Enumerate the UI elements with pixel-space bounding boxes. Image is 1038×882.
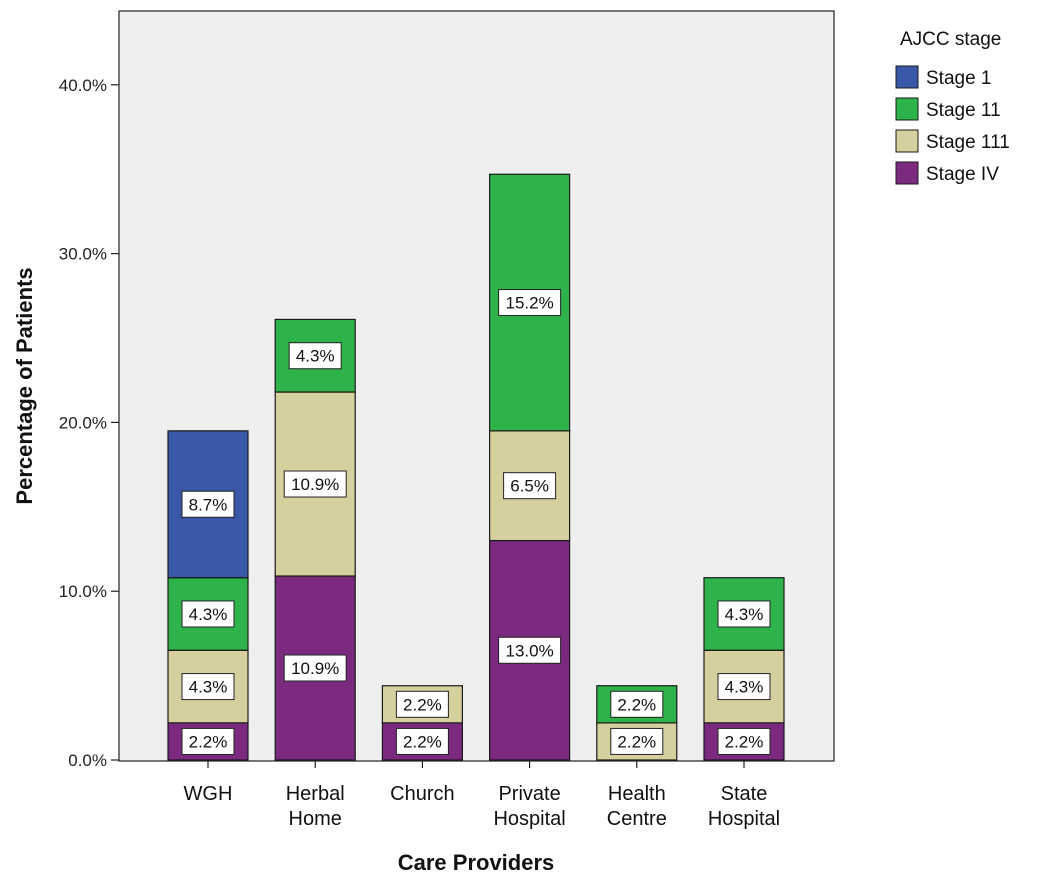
data-labels-group: 2.2% 4.3% 4.3% 8.7% 10.9% 10.9% 4.3% 2.2% 2.2% 13…: [181, 289, 771, 755]
legend-swatch: [895, 97, 919, 121]
data-label-box: [503, 472, 557, 500]
y-tick-label: 10.0%: [59, 582, 107, 601]
data-label: 2.2%: [725, 732, 764, 751]
data-label-box: [181, 490, 235, 518]
y-tick-label: 30.0%: [59, 245, 107, 264]
data-label-box: [498, 289, 562, 317]
data-label-box: [395, 727, 449, 755]
data-label: 8.7%: [189, 495, 228, 514]
x-tick-label: WGH: [184, 783, 233, 805]
x-tick-label: Health: [608, 783, 666, 805]
data-label-box: [181, 600, 235, 628]
data-label: 10.9%: [291, 659, 339, 678]
data-label: 4.3%: [725, 678, 764, 697]
legend-label: Stage 11: [926, 100, 1001, 121]
data-label-box: [181, 727, 235, 755]
x-axis-title: Care Providers: [398, 850, 555, 875]
data-label-box: [498, 636, 562, 664]
data-label: 6.5%: [510, 477, 549, 496]
data-label-box: [283, 470, 347, 498]
x-tick-label: Church: [390, 783, 454, 805]
data-label-box: [717, 727, 771, 755]
data-label-box: [283, 654, 347, 682]
legend-swatch: [895, 65, 919, 89]
y-axis-title: Percentage of Patients: [12, 267, 37, 504]
data-label: 2.2%: [189, 732, 228, 751]
legend: AJCC stage Stage 1 Stage 11 Stage 111 Stage…: [895, 29, 1010, 185]
data-label: 4.3%: [189, 605, 228, 624]
data-label: 10.9%: [291, 475, 339, 494]
data-label: 2.2%: [403, 732, 442, 751]
x-tick-label: Hospital: [708, 808, 780, 830]
data-label-box: [717, 600, 771, 628]
data-label-box: [610, 690, 664, 718]
x-tick-label: Herbal: [286, 783, 345, 805]
data-label: 13.0%: [505, 641, 553, 660]
y-tick-label: 40.0%: [59, 76, 107, 95]
x-tick-label: Centre: [607, 808, 667, 830]
data-label: 2.2%: [403, 695, 442, 714]
legend-swatch: [895, 129, 919, 153]
legend-label: Stage IV: [926, 164, 999, 185]
data-label: 15.2%: [505, 294, 553, 313]
data-label-box: [288, 342, 342, 370]
y-tick-label: 0.0%: [68, 751, 107, 770]
legend-swatch: [895, 161, 919, 185]
data-label: 2.2%: [617, 695, 656, 714]
x-tick-label: State: [721, 783, 768, 805]
data-label: 4.3%: [189, 678, 228, 697]
data-label: 2.2%: [617, 732, 656, 751]
legend-label: Stage 1: [926, 68, 992, 89]
y-axis: 0.0% 10.0% 20.0% 30.0% 40.0%: [59, 76, 119, 770]
data-label-box: [610, 727, 664, 755]
data-label: 4.3%: [725, 605, 764, 624]
x-tick-label: Private: [498, 783, 560, 805]
data-label-box: [717, 673, 771, 701]
legend-title: AJCC stage: [900, 29, 1001, 50]
legend-label: Stage 111: [926, 132, 1010, 153]
x-tick-label: Home: [289, 808, 342, 830]
data-label-box: [395, 690, 449, 718]
data-label: 4.3%: [296, 347, 335, 366]
y-tick-label: 20.0%: [59, 413, 107, 432]
data-label-box: [181, 673, 235, 701]
x-tick-label: Hospital: [493, 808, 565, 830]
x-axis: WGH Herbal Home Church Private Hospital Health…: [184, 760, 780, 830]
